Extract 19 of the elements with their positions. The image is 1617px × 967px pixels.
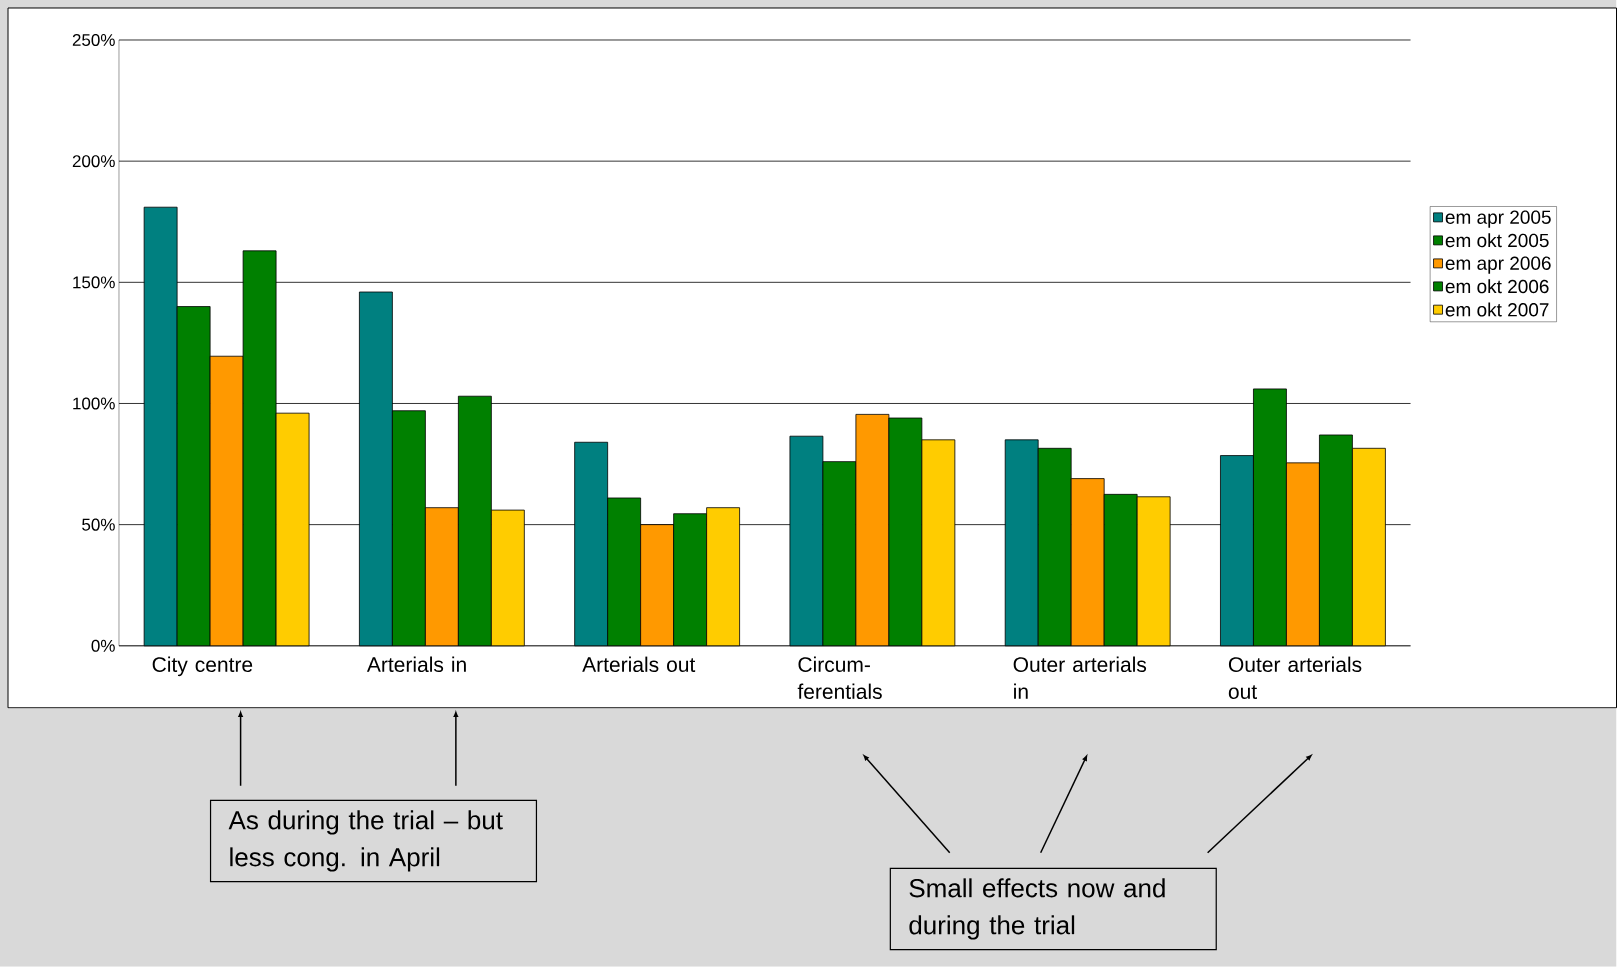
y-tick-label: 200% xyxy=(72,155,115,168)
x-tick-label: City centre xyxy=(152,656,253,677)
y-tick-label: 100% xyxy=(73,397,115,410)
legend-label: em apr 2006 xyxy=(1445,256,1551,274)
y-tick-label: 50% xyxy=(82,518,115,531)
text: As during the trial – but less cong. in April xyxy=(228,810,503,872)
x-tick-label: Arterials out xyxy=(582,656,696,673)
legend-label: em okt 2005 xyxy=(1445,233,1549,248)
x-tick-label: Circum-ferentials xyxy=(797,656,882,700)
x-tick-label: Outer arterials out xyxy=(1228,656,1362,700)
x-tick-label: Arterials in xyxy=(366,656,466,673)
y-tick-label: 150% xyxy=(73,276,115,289)
legend-label: em okt 2006 xyxy=(1445,279,1549,294)
y-tick-label: 250% xyxy=(72,34,115,47)
legend-label: em okt 2007 xyxy=(1445,302,1549,317)
text: Small effects now and during the trial xyxy=(909,878,1165,940)
x-tick-label: Outer arterials in xyxy=(1013,656,1147,699)
y-tick-label: 0% xyxy=(91,639,115,652)
legend-label: em apr 2005 xyxy=(1445,210,1551,228)
